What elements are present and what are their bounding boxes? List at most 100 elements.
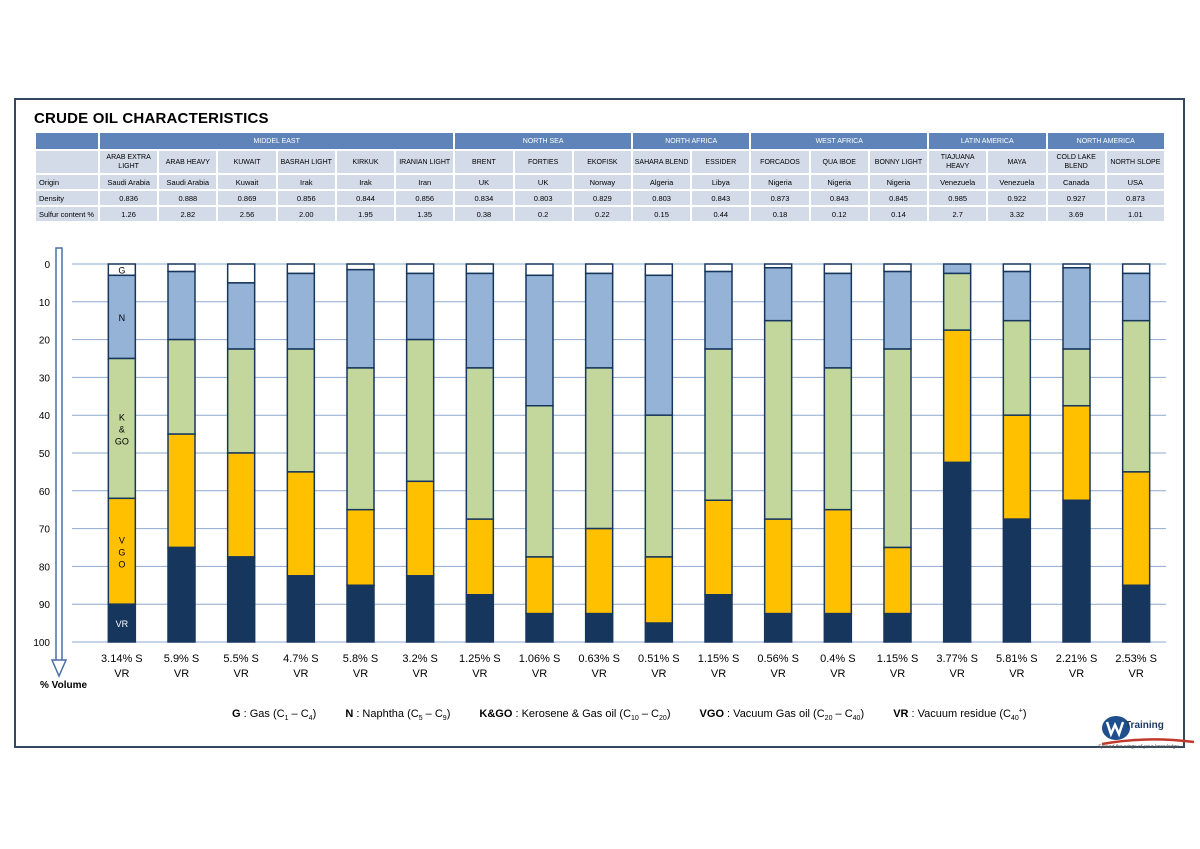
bar-annotation: V bbox=[119, 535, 125, 545]
table-cell: 0.44 bbox=[692, 207, 750, 221]
table-cell: 3.69 bbox=[1047, 207, 1105, 221]
bar-segment-n bbox=[763, 267, 793, 322]
row-label: Sulfur content % bbox=[36, 207, 98, 221]
table-cell: Iran bbox=[396, 175, 454, 189]
vr-label: VR bbox=[353, 668, 368, 680]
table-cell: 0.873 bbox=[751, 191, 809, 205]
bar-segment-vr bbox=[1121, 584, 1151, 643]
page-frame bbox=[14, 98, 1185, 748]
table-cell: 0.873 bbox=[1106, 191, 1164, 205]
table-cell: Irak bbox=[277, 175, 335, 189]
table-cell: UK bbox=[455, 175, 513, 189]
table-cell: 0.18 bbox=[751, 207, 809, 221]
table-cell: Saudi Arabia bbox=[100, 175, 158, 189]
bar-segment-kgo bbox=[1062, 348, 1091, 407]
vr-sulfur-label: 0.63% S bbox=[578, 653, 620, 665]
table-cell: Kuwait bbox=[218, 175, 276, 189]
y-tick-label: 50 bbox=[39, 449, 51, 460]
vr-sulfur-label: 3.14% S bbox=[101, 653, 143, 665]
bar-segment-n bbox=[1062, 267, 1091, 350]
bar-segment-vr bbox=[584, 612, 614, 643]
legend-naphtha: N : Naphtha (C5 – C9) bbox=[345, 707, 451, 722]
bar-segment-kgo bbox=[465, 367, 495, 520]
table-cell: 0.14 bbox=[869, 207, 928, 221]
crude-name: COLD LAKE BLEND bbox=[1047, 151, 1105, 173]
row-label: Density bbox=[36, 191, 98, 205]
vr-sulfur-label: 0.4% S bbox=[820, 653, 855, 665]
y-tick-label: 30 bbox=[39, 373, 51, 384]
bar-segment-g bbox=[704, 263, 733, 273]
vr-sulfur-label: 5.5% S bbox=[223, 653, 258, 665]
row-label: Origin bbox=[36, 175, 98, 189]
y-tick-label: 100 bbox=[33, 638, 50, 649]
vr-sulfur-label: 5.81% S bbox=[996, 653, 1038, 665]
vr-sulfur-label: 5.8% S bbox=[343, 653, 378, 665]
bar-segment-vr bbox=[823, 612, 853, 643]
vr-sulfur-label: 0.51% S bbox=[638, 653, 680, 665]
table-cell: 3.32 bbox=[988, 207, 1046, 221]
table-cell: 2.56 bbox=[218, 207, 276, 221]
bar-segment-g bbox=[584, 263, 614, 275]
table-cell: 0.803 bbox=[514, 191, 572, 205]
vr-sulfur-label: 2.21% S bbox=[1056, 653, 1098, 665]
bar-annotation: G bbox=[118, 266, 125, 276]
bar-segment-kgo bbox=[405, 338, 435, 483]
table-cell: 2.82 bbox=[159, 207, 217, 221]
bar-segment-g bbox=[286, 263, 316, 275]
crude-name-blank-cell bbox=[36, 151, 98, 173]
bar-segment-kgo bbox=[823, 367, 853, 511]
bar-segment-n bbox=[525, 274, 554, 407]
table-cell: Nigeria bbox=[869, 175, 928, 189]
vr-sulfur-label: 2.53% S bbox=[1115, 653, 1157, 665]
bar-segment-vr bbox=[167, 546, 196, 643]
crude-name: ESSIDER bbox=[692, 151, 750, 173]
bar-annotation: VR bbox=[116, 619, 129, 629]
table-cell: 1.26 bbox=[100, 207, 158, 221]
crude-name: BONNY LIGHT bbox=[869, 151, 928, 173]
table-cell: Libya bbox=[692, 175, 750, 189]
vr-label: VR bbox=[830, 668, 845, 680]
bar-segment-n bbox=[942, 263, 972, 275]
vr-sulfur-label: 1.06% S bbox=[519, 653, 561, 665]
bar-segment-n bbox=[883, 270, 912, 350]
crude-name: KUWAIT bbox=[218, 151, 276, 173]
table-cell: 1.35 bbox=[396, 207, 454, 221]
vr-label: VR bbox=[174, 668, 189, 680]
bar-segment-g bbox=[1121, 263, 1151, 275]
bar-segment-kgo bbox=[286, 348, 316, 473]
bar-segment-vgo bbox=[1062, 405, 1091, 501]
bar-segment-n bbox=[107, 274, 137, 360]
table-cell: 0.843 bbox=[692, 191, 750, 205]
region-header: MIDDEL EAST bbox=[100, 133, 454, 149]
vr-label: VR bbox=[293, 668, 308, 680]
bar-segment-vr bbox=[107, 603, 137, 643]
table-cell: 0.843 bbox=[810, 191, 868, 205]
vr-sulfur-label: 1.25% S bbox=[459, 653, 501, 665]
table-cell: 0.12 bbox=[810, 207, 868, 221]
bar-segment-n bbox=[644, 274, 674, 416]
bar-annotation: O bbox=[118, 559, 125, 569]
vr-sulfur-label: 3.77% S bbox=[936, 653, 978, 665]
table-cell: 0.856 bbox=[277, 191, 335, 205]
crude-name: SAHARA BLEND bbox=[632, 151, 691, 173]
region-header: NORTH SEA bbox=[455, 133, 631, 149]
bar-annotation: & bbox=[119, 424, 125, 434]
y-tick-label: 60 bbox=[39, 487, 51, 498]
bar-segment-kgo bbox=[167, 338, 196, 435]
crude-name: FORTIES bbox=[514, 151, 572, 173]
bar-segment-vgo bbox=[644, 556, 674, 624]
table-cell: USA bbox=[1106, 175, 1164, 189]
vr-label: VR bbox=[711, 668, 726, 680]
table-cell: 0.829 bbox=[573, 191, 631, 205]
vr-sulfur-label: 0.56% S bbox=[757, 653, 799, 665]
page-title: CRUDE OIL CHARACTERISTICS bbox=[34, 110, 269, 127]
vr-label: VR bbox=[234, 668, 249, 680]
bar-segment-vr bbox=[465, 594, 495, 643]
vr-label: VR bbox=[114, 668, 129, 680]
table-cell: 0.985 bbox=[929, 191, 987, 205]
bar-segment-n bbox=[226, 282, 256, 350]
table-cell: 0.844 bbox=[336, 191, 395, 205]
crude-name-row: ARAB EXTRA LIGHT ARAB HEAVY KUWAIT BASRAH L… bbox=[36, 151, 1164, 173]
bar-segment-vr bbox=[1062, 499, 1091, 643]
